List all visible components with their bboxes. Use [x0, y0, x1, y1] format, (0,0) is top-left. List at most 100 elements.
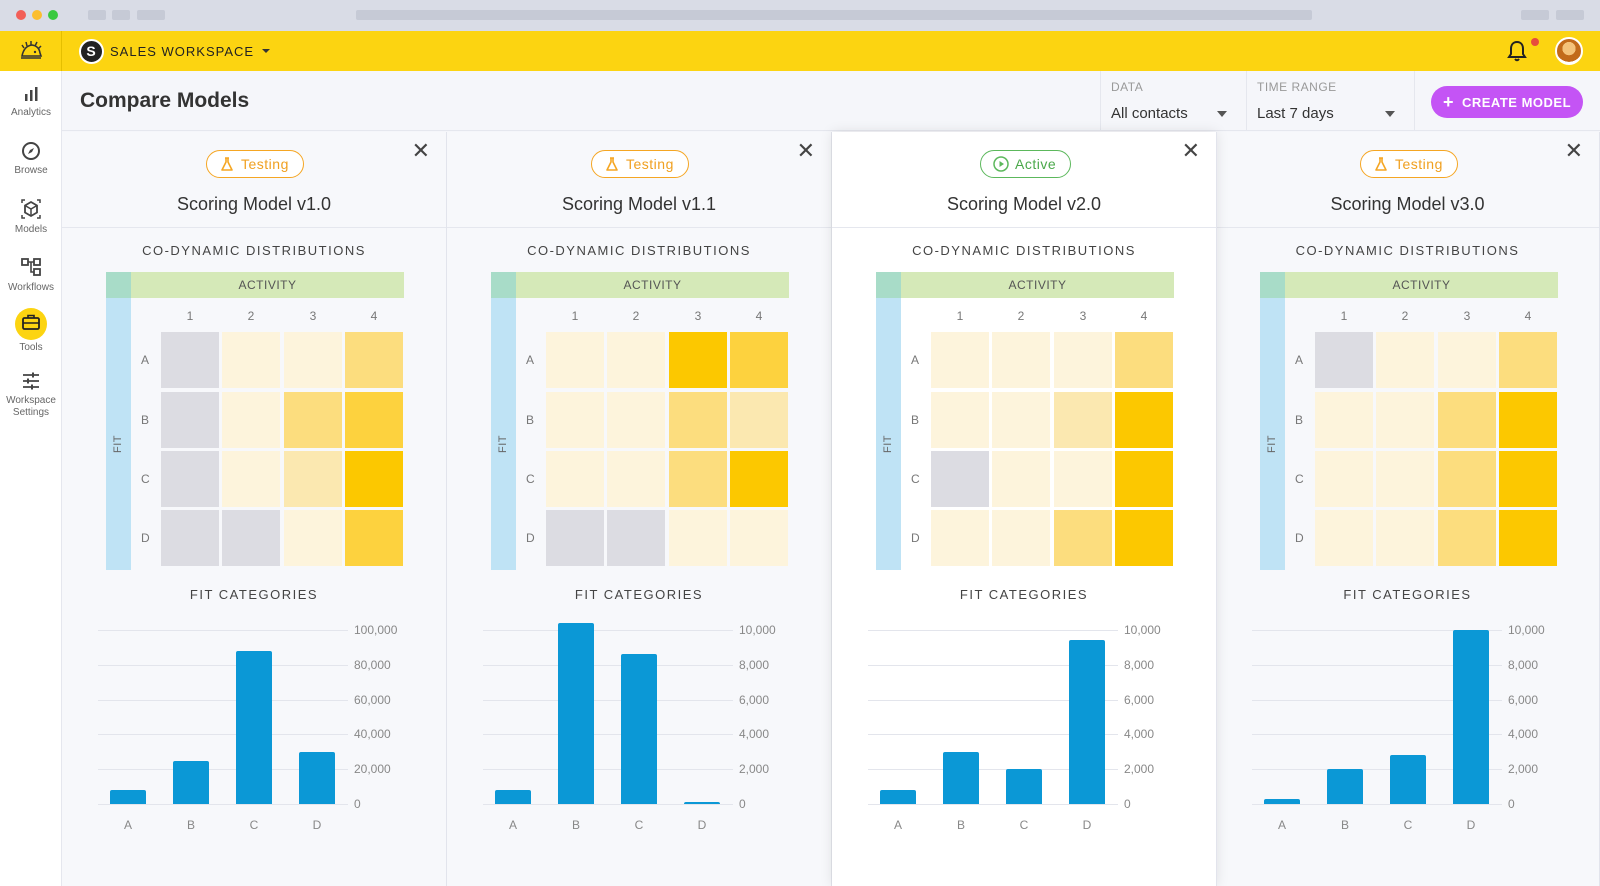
close-icon[interactable]: ✕	[796, 138, 815, 163]
user-avatar[interactable]	[1555, 37, 1583, 65]
close-icon[interactable]: ✕	[411, 138, 430, 163]
heatmap-cell[interactable]	[222, 392, 280, 448]
bar[interactable]	[236, 650, 272, 804]
bar[interactable]	[1327, 769, 1363, 804]
heatmap-cell[interactable]	[730, 392, 788, 448]
heatmap-cell[interactable]	[1115, 451, 1173, 507]
heatmap-cell[interactable]	[546, 332, 604, 388]
heatmap-cell[interactable]	[992, 510, 1050, 566]
bar[interactable]	[880, 790, 916, 804]
heatmap-cell[interactable]	[546, 510, 604, 566]
bar[interactable]	[1453, 630, 1489, 804]
heatmap-cell[interactable]	[1499, 510, 1557, 566]
heatmap-cell[interactable]	[1499, 332, 1557, 388]
bar[interactable]	[684, 802, 720, 804]
heatmap-cell[interactable]	[161, 451, 219, 507]
bar[interactable]	[558, 623, 594, 804]
heatmap-cell[interactable]	[669, 451, 727, 507]
heatmap-cell[interactable]	[284, 451, 342, 507]
heatmap-cell[interactable]	[345, 510, 403, 566]
heatmap-cell[interactable]	[931, 510, 989, 566]
heatmap-cell[interactable]	[730, 332, 788, 388]
heatmap-cell[interactable]	[345, 392, 403, 448]
minimize-window-dot[interactable]	[32, 10, 42, 20]
sidebar-item-workflows[interactable]: Workflows	[0, 256, 62, 294]
heatmap-cell[interactable]	[992, 451, 1050, 507]
heatmap-cell[interactable]	[1376, 332, 1434, 388]
bar[interactable]	[299, 751, 335, 804]
heatmap-cell[interactable]	[931, 451, 989, 507]
heatmap-cell[interactable]	[1438, 451, 1496, 507]
sidebar-item-browse[interactable]: Browse	[0, 141, 62, 177]
sidebar-item-analytics[interactable]: Analytics	[0, 85, 62, 119]
heatmap-cell[interactable]	[669, 510, 727, 566]
reload-button[interactable]	[137, 10, 165, 20]
heatmap-cell[interactable]	[1499, 392, 1557, 448]
maximize-window-dot[interactable]	[48, 10, 58, 20]
heatmap-cell[interactable]	[1376, 451, 1434, 507]
heatmap-cell[interactable]	[992, 332, 1050, 388]
browser-extension[interactable]	[1521, 10, 1549, 20]
bar[interactable]	[495, 790, 531, 804]
heatmap-cell[interactable]	[1054, 392, 1112, 448]
forward-button[interactable]	[112, 10, 130, 20]
heatmap-cell[interactable]	[992, 392, 1050, 448]
heatmap-cell[interactable]	[1115, 392, 1173, 448]
bar[interactable]	[173, 760, 209, 804]
heatmap-cell[interactable]	[607, 510, 665, 566]
heatmap-cell[interactable]	[284, 510, 342, 566]
heatmap-cell[interactable]	[284, 392, 342, 448]
heatmap-cell[interactable]	[1315, 510, 1373, 566]
heatmap-cell[interactable]	[607, 392, 665, 448]
heatmap-cell[interactable]	[1054, 510, 1112, 566]
close-icon[interactable]: ✕	[1564, 138, 1583, 163]
heatmap-cell[interactable]	[669, 332, 727, 388]
notification-bell-icon[interactable]	[1505, 39, 1529, 63]
bar[interactable]	[943, 751, 979, 804]
heatmap-cell[interactable]	[161, 332, 219, 388]
heatmap-cell[interactable]	[730, 451, 788, 507]
heatmap-cell[interactable]	[730, 510, 788, 566]
heatmap-cell[interactable]	[1115, 332, 1173, 388]
heatmap-cell[interactable]	[1438, 510, 1496, 566]
back-button[interactable]	[88, 10, 106, 20]
workspace-switcher[interactable]: S SALES WORKSPACE	[79, 38, 272, 64]
create-model-button[interactable]: + CREATE MODEL	[1431, 86, 1583, 118]
bar[interactable]	[621, 654, 657, 804]
heatmap-cell[interactable]	[222, 510, 280, 566]
sidebar-item-models[interactable]: Models	[0, 198, 62, 236]
sidebar-item-workspace-settings[interactable]: Workspace Settings	[0, 371, 62, 419]
browser-menu[interactable]	[1556, 10, 1584, 20]
heatmap-cell[interactable]	[222, 332, 280, 388]
heatmap-cell[interactable]	[1315, 451, 1373, 507]
heatmap-cell[interactable]	[222, 451, 280, 507]
heatmap-cell[interactable]	[345, 332, 403, 388]
sidebar-item-tools[interactable]: Tools	[0, 308, 62, 354]
heatmap-cell[interactable]	[1115, 510, 1173, 566]
bar[interactable]	[1006, 769, 1042, 804]
heatmap-cell[interactable]	[161, 392, 219, 448]
heatmap-cell[interactable]	[931, 332, 989, 388]
bar[interactable]	[1390, 755, 1426, 804]
heatmap-cell[interactable]	[1054, 451, 1112, 507]
heatmap-cell[interactable]	[1438, 332, 1496, 388]
heatmap-cell[interactable]	[607, 332, 665, 388]
heatmap-cell[interactable]	[345, 451, 403, 507]
heatmap-cell[interactable]	[1315, 332, 1373, 388]
heatmap-cell[interactable]	[607, 451, 665, 507]
heatmap-cell[interactable]	[161, 510, 219, 566]
bar[interactable]	[1069, 640, 1105, 804]
time-range-filter[interactable]: TIME RANGE Last 7 days	[1246, 71, 1412, 130]
heatmap-cell[interactable]	[546, 451, 604, 507]
app-logo[interactable]	[0, 31, 62, 71]
heatmap-cell[interactable]	[1054, 332, 1112, 388]
close-window-dot[interactable]	[16, 10, 26, 20]
bar[interactable]	[110, 790, 146, 804]
heatmap-cell[interactable]	[546, 392, 604, 448]
heatmap-cell[interactable]	[669, 392, 727, 448]
bar[interactable]	[1264, 798, 1300, 804]
heatmap-cell[interactable]	[1499, 451, 1557, 507]
data-filter[interactable]: DATA All contacts	[1100, 71, 1244, 130]
heatmap-cell[interactable]	[1315, 392, 1373, 448]
heatmap-cell[interactable]	[931, 392, 989, 448]
